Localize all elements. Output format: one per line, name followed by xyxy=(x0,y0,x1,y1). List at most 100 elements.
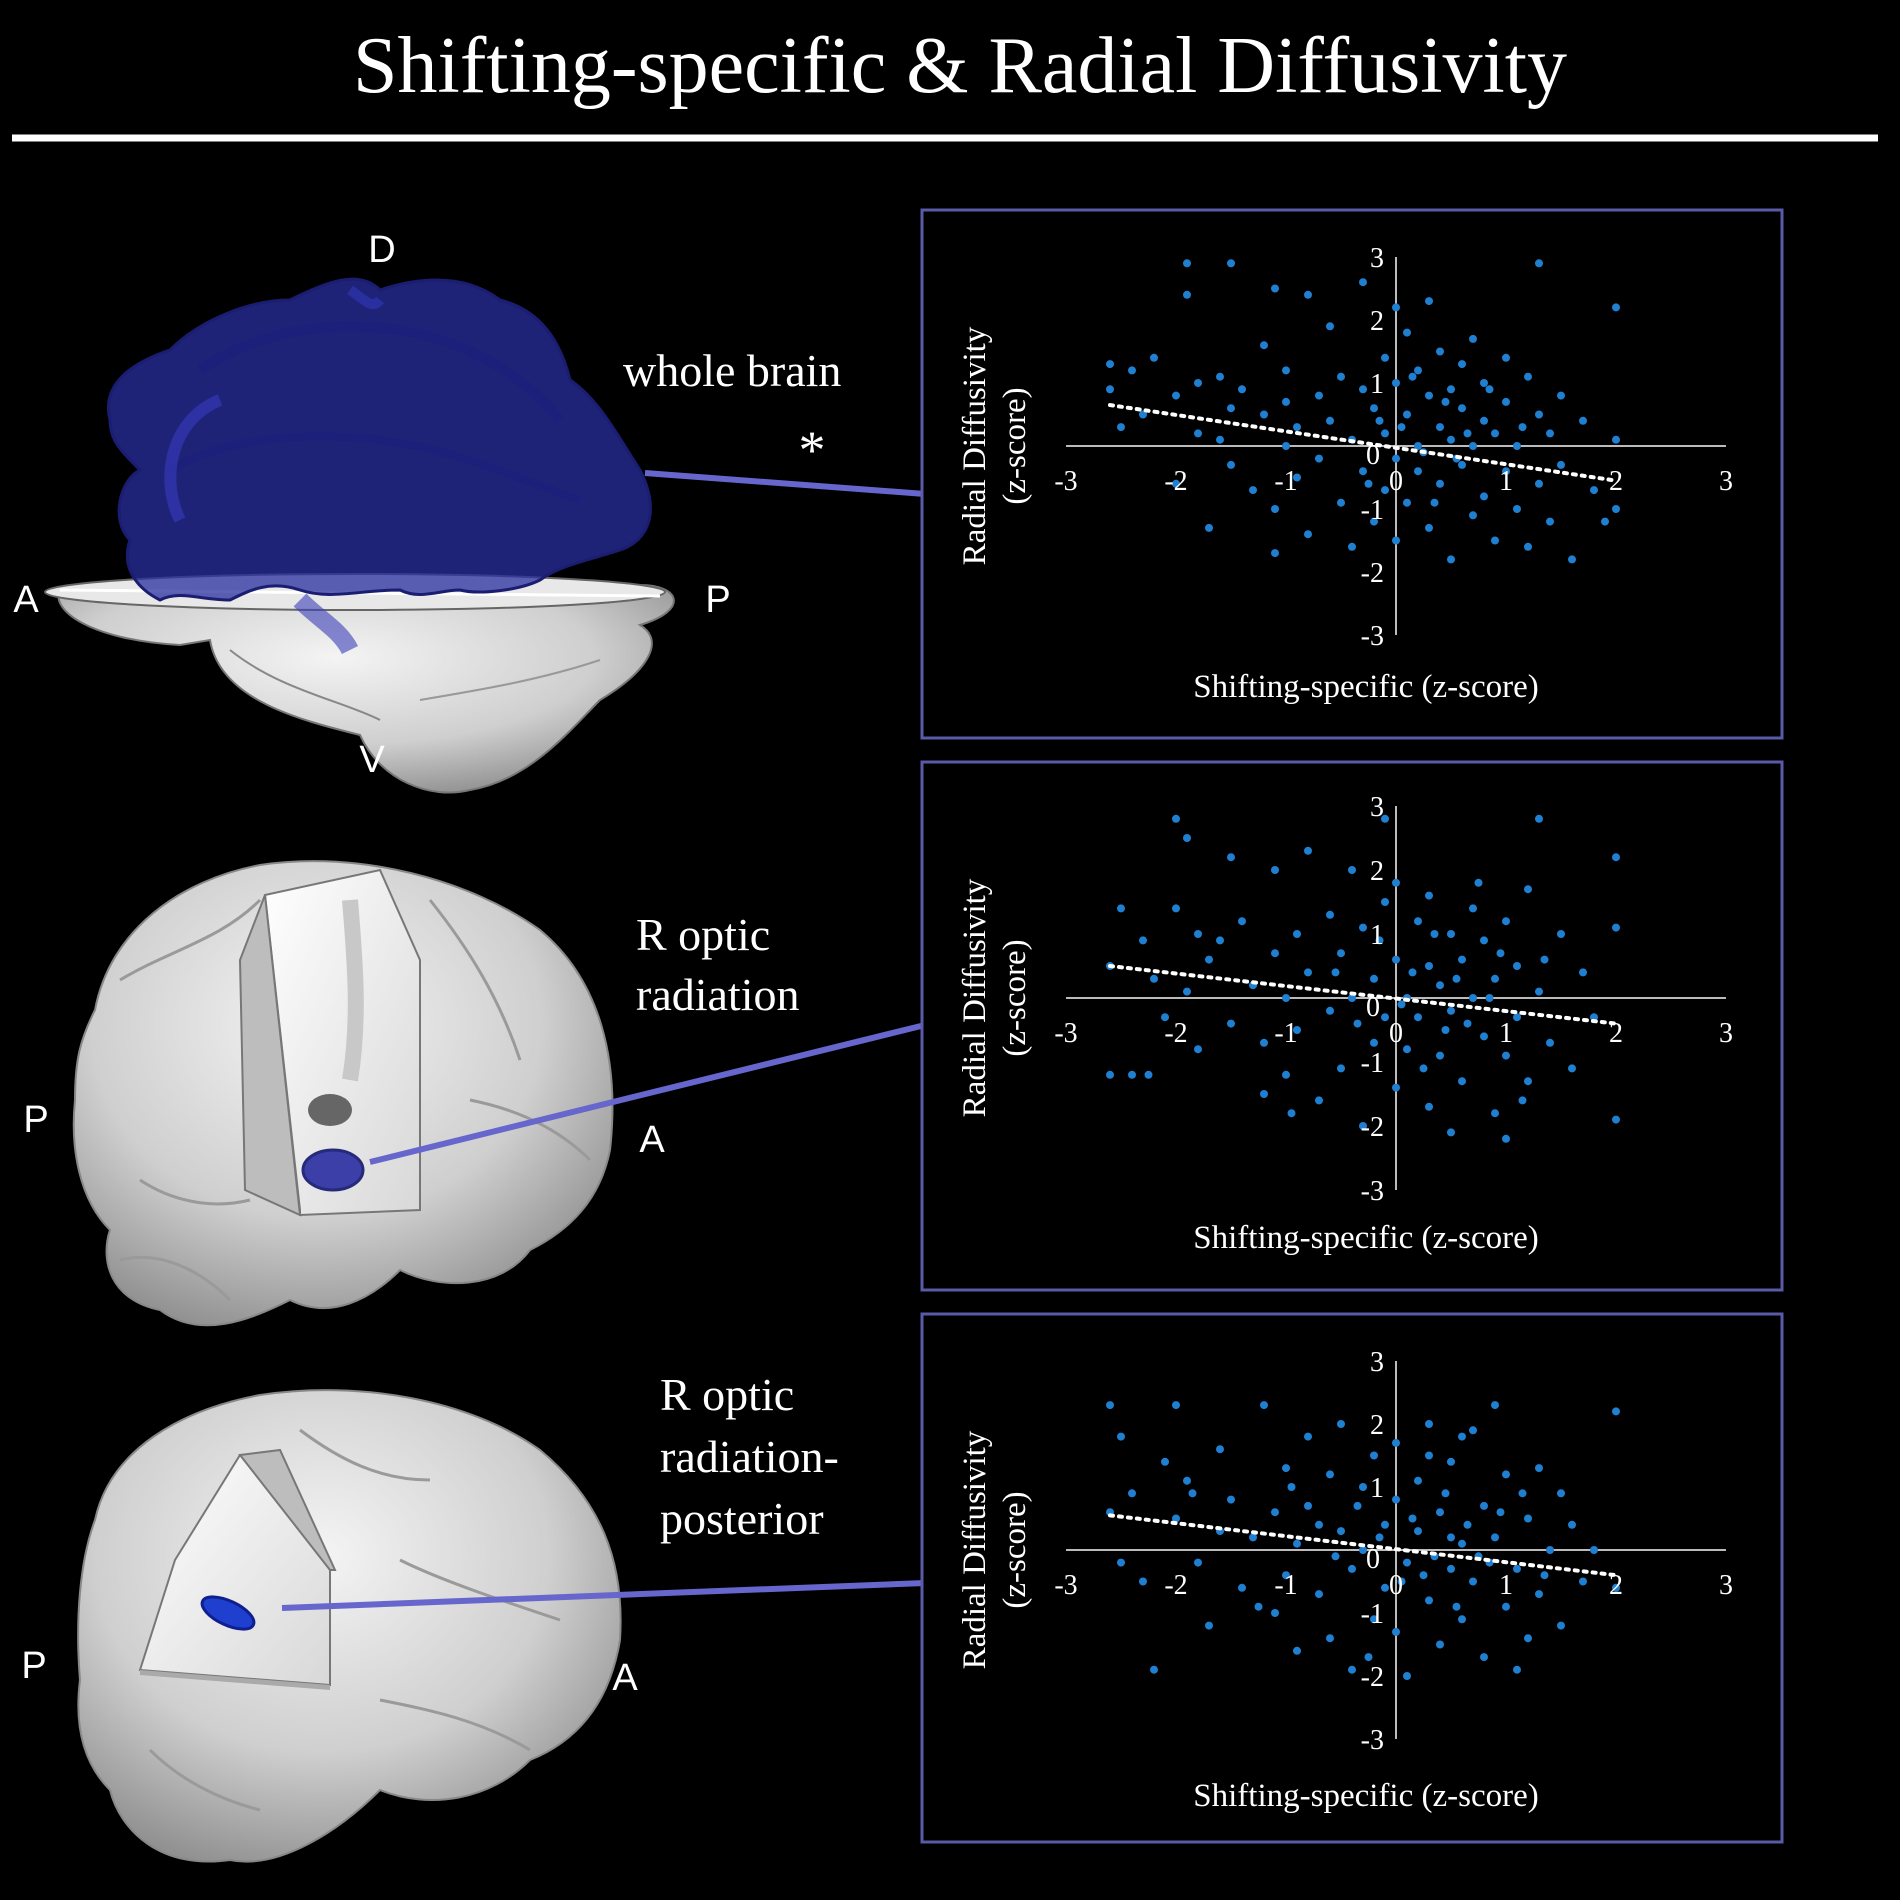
data-point xyxy=(1392,454,1400,463)
data-point xyxy=(1469,994,1477,1002)
x-tick-label: 1 xyxy=(1499,1570,1513,1601)
data-point xyxy=(1518,423,1527,432)
trendline xyxy=(1108,964,1618,1026)
data-point xyxy=(1304,1432,1312,1441)
data-point xyxy=(1491,1401,1499,1410)
data-point xyxy=(1293,423,1301,432)
data-point xyxy=(1150,1665,1158,1674)
data-point xyxy=(1447,1533,1455,1542)
data-point xyxy=(1337,1064,1345,1073)
region-label-line2: radiation- xyxy=(660,1431,839,1482)
data-point xyxy=(1106,1401,1114,1410)
y-axis-label: Radial Diffusivity xyxy=(957,878,993,1117)
data-point xyxy=(1117,423,1125,432)
data-point xyxy=(1436,1640,1444,1649)
data-point xyxy=(1474,878,1483,887)
data-point xyxy=(1315,1520,1323,1529)
region-label-line1: R optic xyxy=(660,1369,794,1420)
connector-line xyxy=(281,1580,926,1611)
y-tick-label: 3 xyxy=(1370,243,1384,274)
x-tick-label: 2 xyxy=(1609,466,1623,497)
data-point xyxy=(1425,962,1433,970)
data-point xyxy=(1144,1070,1153,1079)
orientation-label-bottom: V xyxy=(359,739,385,781)
data-point xyxy=(1408,968,1417,977)
data-point xyxy=(1293,1026,1301,1034)
data-point xyxy=(1524,372,1532,381)
data-point xyxy=(1370,1038,1378,1047)
data-point xyxy=(1392,1627,1400,1636)
data-point xyxy=(1524,885,1532,894)
y-tick-label: -2 xyxy=(1361,1662,1384,1693)
data-point xyxy=(1496,1508,1505,1517)
data-point xyxy=(1359,923,1367,932)
data-point xyxy=(1348,866,1356,874)
data-point xyxy=(1414,1013,1422,1022)
data-point xyxy=(1436,423,1444,432)
y-tick-label: 2 xyxy=(1370,306,1384,337)
y-tick-label: 2 xyxy=(1370,856,1384,887)
y-axis-label-unit: (z-score) xyxy=(997,387,1033,504)
data-point xyxy=(1458,1432,1466,1441)
data-point xyxy=(1315,391,1323,400)
data-point xyxy=(1397,1000,1406,1009)
data-point xyxy=(1518,1489,1527,1498)
data-point xyxy=(1557,391,1565,400)
data-point xyxy=(1287,1483,1296,1491)
data-point xyxy=(1205,523,1213,532)
data-point xyxy=(1304,846,1312,855)
orientation-label-right: P xyxy=(705,579,730,621)
region-label-line1: R optic xyxy=(636,909,770,960)
x-tick-label: -3 xyxy=(1054,1018,1077,1049)
data-point xyxy=(1282,366,1290,375)
data-point xyxy=(1348,542,1356,551)
data-point xyxy=(1106,1070,1114,1079)
data-point xyxy=(1370,974,1378,983)
data-point xyxy=(1612,303,1620,312)
data-point xyxy=(1425,1451,1433,1460)
data-point xyxy=(1139,410,1147,419)
chart-frame xyxy=(920,760,1784,1292)
data-point xyxy=(1249,486,1257,495)
brain-3d-cutaway-icon xyxy=(72,860,614,1327)
data-point xyxy=(1513,962,1521,970)
data-point xyxy=(1436,1508,1444,1517)
data-point xyxy=(1469,904,1477,913)
x-tick-label: 1 xyxy=(1499,466,1513,497)
data-point xyxy=(1502,1051,1510,1060)
data-point xyxy=(1293,930,1301,938)
data-point xyxy=(1282,1070,1290,1079)
y-axis-label-unit: (z-score) xyxy=(997,939,1033,1056)
data-point xyxy=(1557,460,1565,469)
data-point xyxy=(1183,1476,1191,1485)
data-point xyxy=(1414,1476,1422,1485)
data-point xyxy=(1480,492,1488,501)
chart-frame xyxy=(920,208,1784,740)
data-point xyxy=(1364,1653,1373,1662)
data-point xyxy=(1480,379,1488,387)
data-point xyxy=(1353,1019,1362,1028)
data-point xyxy=(1293,1539,1301,1548)
data-point xyxy=(1557,930,1565,938)
data-point xyxy=(1447,1457,1455,1466)
data-point xyxy=(1441,1026,1450,1034)
data-point xyxy=(1403,1672,1411,1680)
x-tick-label: 0 xyxy=(1389,1018,1403,1049)
data-point xyxy=(1414,442,1422,450)
data-point xyxy=(1513,505,1521,513)
brain-panel-optic-posterior: P A R optic radiation- posterior xyxy=(21,1369,926,1863)
data-point xyxy=(1403,1558,1411,1567)
data-point xyxy=(1557,1489,1565,1498)
data-point xyxy=(1436,347,1444,356)
data-point xyxy=(1216,435,1224,444)
data-point xyxy=(1381,429,1389,438)
data-point xyxy=(1205,1621,1213,1630)
x-tick-label: -1 xyxy=(1274,466,1297,497)
data-point xyxy=(1535,410,1543,419)
data-point xyxy=(1452,974,1461,983)
y-tick-label: -3 xyxy=(1361,1725,1384,1756)
brain-3d-cutaway-posterior-icon xyxy=(77,1389,622,1863)
data-point xyxy=(1282,1571,1290,1580)
data-point xyxy=(1315,1096,1323,1105)
data-point xyxy=(1535,479,1543,488)
